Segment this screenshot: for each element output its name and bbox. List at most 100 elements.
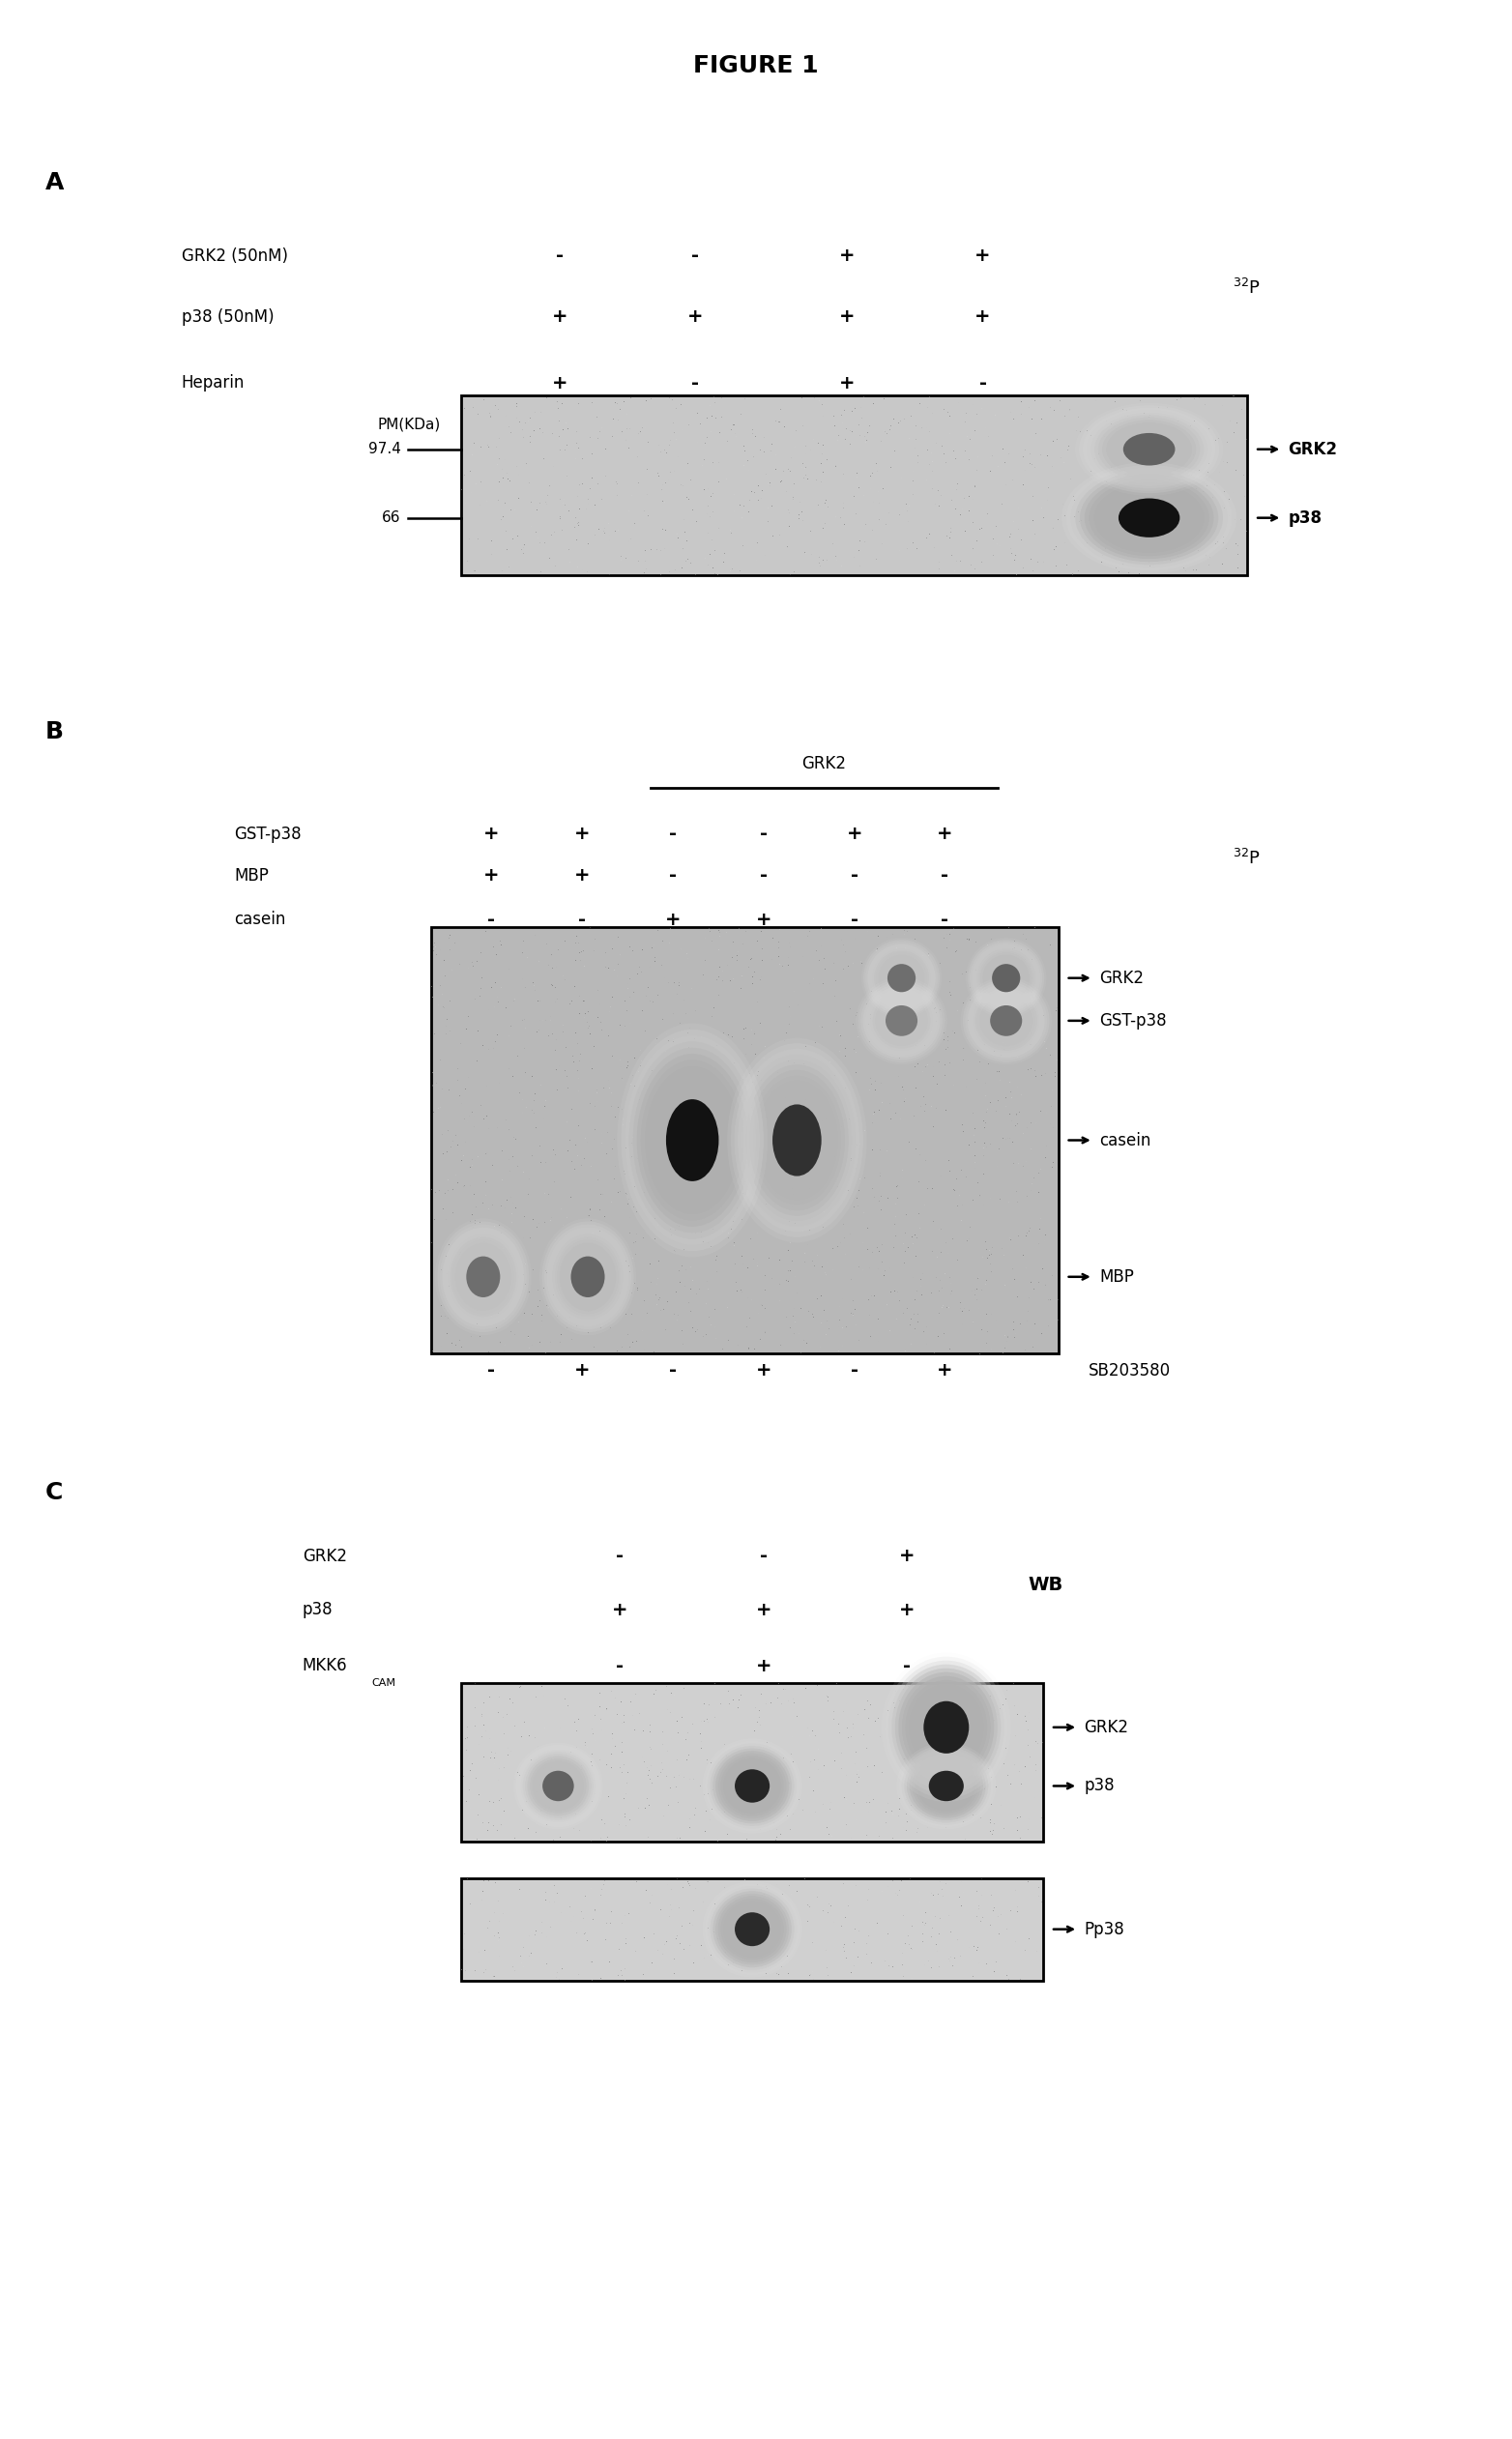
Point: [753, 1107, 777, 1146]
Point: [632, 1917, 656, 1956]
Point: [423, 934, 448, 973]
Point: [881, 1946, 906, 1985]
Point: [986, 1719, 1010, 1759]
Point: [679, 1007, 703, 1046]
Point: [1012, 1334, 1036, 1373]
Point: [1107, 539, 1131, 578]
Point: [853, 1795, 877, 1834]
Point: [906, 1302, 930, 1341]
Point: [466, 520, 490, 559]
Point: [711, 1298, 735, 1337]
Point: [528, 1863, 552, 1902]
Point: [1196, 529, 1220, 568]
Point: [934, 1029, 959, 1068]
Point: [833, 1244, 857, 1283]
Point: [750, 1741, 774, 1780]
Point: [803, 378, 827, 417]
Point: [490, 924, 514, 963]
Point: [818, 1207, 842, 1246]
Point: [747, 500, 771, 539]
Point: [1099, 412, 1123, 451]
Point: [479, 971, 503, 1010]
Point: [550, 1763, 575, 1802]
Point: [556, 410, 581, 449]
Point: [602, 393, 626, 432]
Point: [600, 1044, 624, 1083]
Point: [869, 1149, 894, 1188]
Point: [771, 1705, 795, 1744]
Point: [779, 1702, 803, 1741]
Point: [1021, 1910, 1045, 1949]
Point: [1039, 1295, 1063, 1334]
Point: [494, 512, 519, 551]
Point: [605, 956, 629, 995]
Point: [590, 1241, 614, 1280]
Point: [676, 1154, 700, 1193]
Point: [906, 1793, 930, 1832]
Point: [924, 1773, 948, 1812]
Point: [723, 1890, 747, 1929]
Ellipse shape: [711, 1746, 794, 1827]
Point: [836, 1056, 860, 1095]
Point: [812, 393, 836, 432]
Point: [881, 1771, 906, 1810]
Point: [950, 1798, 974, 1837]
Point: [497, 1049, 522, 1088]
Point: [1064, 412, 1089, 451]
Point: [699, 1083, 723, 1122]
Point: [756, 502, 780, 541]
Point: [522, 966, 546, 1005]
Point: [457, 383, 481, 422]
Point: [623, 985, 647, 1024]
Point: [948, 1283, 972, 1322]
Point: [998, 1120, 1022, 1159]
Point: [683, 432, 708, 471]
Point: [532, 1737, 556, 1776]
Point: [838, 1751, 862, 1790]
Point: [443, 1163, 467, 1202]
Point: [674, 478, 699, 517]
Point: [662, 434, 686, 473]
Point: [454, 427, 478, 466]
Point: [872, 1251, 897, 1290]
Point: [753, 1332, 777, 1371]
Point: [969, 407, 993, 446]
Point: [827, 1295, 851, 1334]
Point: [742, 1202, 767, 1241]
Point: [851, 1283, 875, 1322]
Point: [641, 1917, 665, 1956]
Point: [1148, 476, 1172, 515]
Point: [649, 1876, 673, 1915]
Point: [638, 1749, 662, 1788]
Point: [1031, 1722, 1055, 1761]
Point: [591, 993, 615, 1032]
Point: [697, 1815, 721, 1854]
Text: +: +: [484, 866, 499, 885]
Point: [686, 1744, 711, 1783]
Point: [839, 1068, 863, 1107]
Point: [714, 1934, 738, 1973]
Point: [481, 527, 505, 566]
Point: [426, 1088, 451, 1127]
Point: [481, 1702, 505, 1741]
Point: [945, 959, 969, 998]
Point: [730, 1912, 754, 1951]
Point: [581, 383, 605, 422]
Ellipse shape: [445, 1232, 522, 1322]
Point: [694, 1334, 718, 1373]
Point: [857, 480, 881, 520]
Point: [635, 1305, 659, 1344]
Point: [1169, 437, 1193, 476]
Point: [1021, 1054, 1045, 1093]
Point: [458, 1788, 482, 1827]
Point: [759, 1149, 783, 1188]
Point: [646, 1100, 670, 1139]
Point: [987, 1039, 1012, 1078]
Point: [860, 971, 885, 1010]
Point: [709, 380, 733, 420]
Point: [680, 1905, 705, 1944]
Point: [915, 1022, 939, 1061]
Ellipse shape: [435, 1220, 532, 1334]
Point: [928, 1937, 953, 1976]
Point: [658, 551, 682, 590]
